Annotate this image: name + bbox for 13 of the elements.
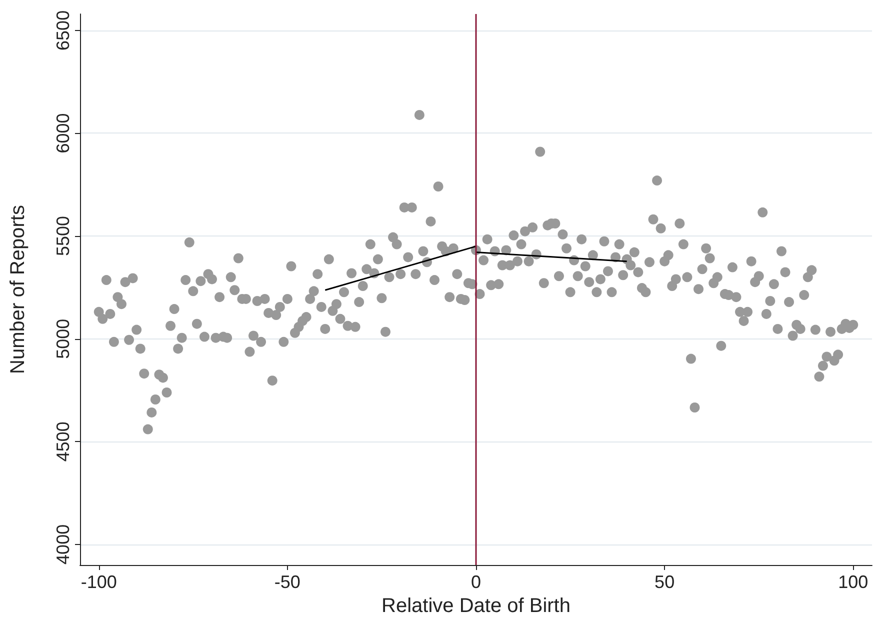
x-tick-label: 0: [470, 572, 482, 592]
y-tick-label: 6000: [53, 113, 73, 154]
x-tick-label: -50: [274, 572, 300, 592]
y-tick-label: 5000: [53, 318, 73, 359]
x-tick-label: 100: [838, 572, 868, 592]
y-axis-title: Number of Reports: [7, 205, 29, 374]
y-tick-label: 4000: [53, 524, 73, 564]
y-tick-label: 4500: [53, 422, 73, 462]
x-tick-label: -100: [80, 572, 117, 592]
x-axis-title: Relative Date of Birth: [382, 594, 570, 617]
y-tick-label: 6500: [53, 10, 73, 50]
x-tick-label: 50: [654, 572, 675, 592]
y-tick-label: 5500: [53, 216, 73, 256]
